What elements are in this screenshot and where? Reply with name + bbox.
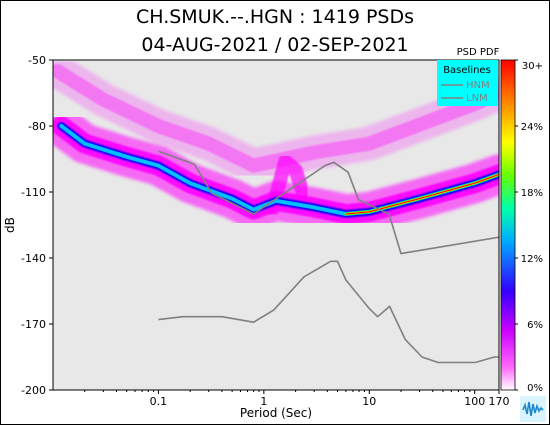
legend: Baselines HNM LNM xyxy=(437,60,498,106)
colorbar-tick-label: 18% xyxy=(521,188,543,199)
colorbar: PSD PDF 30+ 24% 18% 12% 6% 0% xyxy=(457,47,543,394)
colorbar-scale xyxy=(500,59,516,391)
x-tick-label: 10 xyxy=(362,395,376,408)
colorbar-tick-label: 24% xyxy=(521,122,543,133)
y-tick-label: -80 xyxy=(28,120,46,133)
psd-density-heatmap xyxy=(53,60,499,234)
legend-entry-lnm: LNM xyxy=(466,93,488,104)
chart-subtitle: 04-AUG-2021 / 02-SEP-2021 xyxy=(141,34,409,56)
hnm-line xyxy=(158,150,499,255)
x-tick-label: 1 xyxy=(260,395,267,408)
colorbar-tick-label: 12% xyxy=(521,254,543,265)
colorbar-tick-label: 30+ xyxy=(522,61,543,72)
colorbar-tick-label: 0% xyxy=(527,383,543,394)
lnm-line xyxy=(158,260,499,364)
x-tick-label: 170 xyxy=(489,395,510,408)
x-axis: 0.1 1 10 100 170 xyxy=(84,390,510,408)
colorbar-title: PSD PDF xyxy=(457,47,500,58)
y-tick-label: -140 xyxy=(21,252,46,265)
x-tick-label: 0.1 xyxy=(150,395,168,408)
x-tick-label: 100 xyxy=(464,395,485,408)
psd-sparse-upper-core xyxy=(53,64,499,173)
legend-title: Baselines xyxy=(443,65,491,76)
legend-entry-hnm: HNM xyxy=(466,80,490,91)
y-tick-label: -50 xyxy=(28,54,46,67)
y-axis: -50 -80 -110 -140 -170 -200 xyxy=(21,54,53,397)
plot-border xyxy=(52,59,500,391)
y-tick-label: -200 xyxy=(21,384,46,397)
noise-model-lines xyxy=(158,150,499,364)
colorbar-tick-label: 6% xyxy=(527,320,543,331)
y-axis-label: dB xyxy=(3,217,17,233)
chart-title: CH.SMUK.--.HGN : 1419 PSDs xyxy=(135,6,414,28)
y-tick-label: -110 xyxy=(21,186,46,199)
y-tick-label: -170 xyxy=(21,318,46,331)
psd-high-density-core-2 xyxy=(345,173,499,215)
waveform-logo-icon xyxy=(520,396,546,422)
x-axis-label: Period (Sec) xyxy=(240,406,312,420)
